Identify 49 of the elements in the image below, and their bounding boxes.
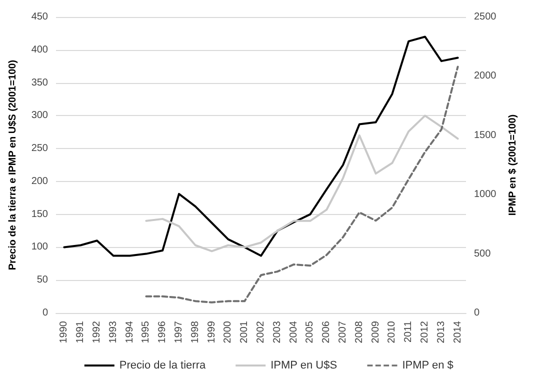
x-tick-label: 2005 (304, 320, 316, 344)
y-tick-label: 400 (31, 44, 48, 56)
y-tick-label: 50 (36, 274, 48, 286)
x-tick-label: 1992 (92, 320, 102, 344)
x-tick-label: 1990 (58, 320, 70, 344)
y2-tick-label: 2000 (474, 70, 497, 82)
x-tick-label: 2009 (370, 320, 382, 344)
x-tick-label: 1994 (124, 320, 136, 344)
y-axis-title: Precio de la tierra e IPMP en U$S (2001=100) (8, 60, 18, 270)
y-tick-label: 200 (31, 176, 48, 187)
y2-axis-title: IPMP en $ (2001=100) (508, 114, 518, 216)
x-tick-label: 2014 (452, 320, 464, 344)
x-tick-label: 2004 (288, 320, 300, 344)
x-tick-label: 2008 (354, 320, 365, 344)
y-tick-label: 100 (31, 242, 48, 253)
y-tick-label: 350 (31, 77, 48, 88)
x-tick-label: 2012 (420, 320, 430, 344)
x-tick-label: 2001 (239, 320, 250, 344)
y-tick-label: 250 (31, 143, 48, 154)
x-tick-label: 2011 (403, 320, 414, 343)
x-tick-label: 2013 (436, 320, 447, 344)
y2-tick-label: 1000 (474, 189, 497, 200)
y2-tick-label: 0 (474, 308, 480, 318)
x-tick-label: 1995 (140, 320, 152, 344)
x-tick-label: 2010 (386, 320, 398, 344)
x-tick-label: 1996 (157, 320, 168, 344)
line-series (145, 66, 459, 304)
x-tick-label: 2003 (272, 320, 283, 344)
x-tick-label: 2007 (338, 320, 348, 344)
y2-tick-label: 2500 (474, 12, 497, 22)
y-tick-label: 300 (31, 110, 48, 122)
y-tick-label: 450 (31, 12, 48, 22)
x-tick-label: 2000 (222, 320, 234, 344)
legend-label: Precio de la tierra (119, 360, 206, 372)
y2-tick-label: 500 (474, 248, 492, 260)
legend-label: IPMP en U$S (270, 360, 338, 372)
x-tick-label: 1998 (190, 320, 201, 344)
line-series (145, 114, 459, 252)
x-tick-label: 1997 (174, 320, 184, 344)
line-series (63, 36, 459, 257)
y2-tick-label: 1500 (474, 130, 497, 141)
y-tick-label: 0 (42, 308, 48, 318)
x-tick-label: 1993 (108, 320, 119, 344)
legend-label: IPMP en $ (402, 360, 454, 372)
x-tick-label: 2002 (256, 320, 266, 344)
y-tick-label: 150 (31, 208, 48, 220)
x-tick-label: 1991 (75, 320, 86, 344)
x-tick-label: 2006 (321, 320, 332, 344)
x-tick-label: 1999 (206, 320, 218, 344)
